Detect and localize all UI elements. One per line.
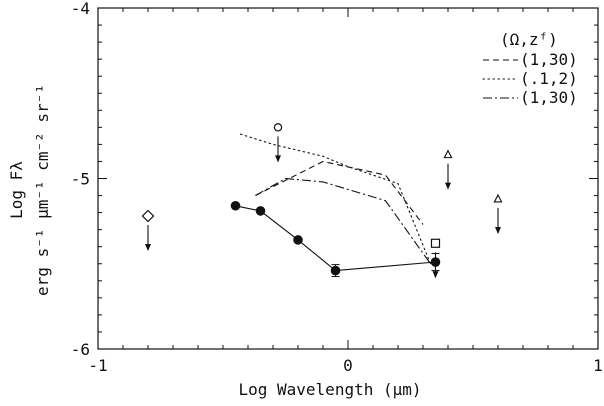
y-tick-label: -6: [71, 340, 90, 359]
triangle-marker: [493, 193, 503, 203]
triangle-marker: [443, 149, 453, 159]
upper-limit-triangle: [443, 149, 453, 190]
legend-title: (Ω,zᶠ): [500, 30, 558, 49]
y-axis-units: erg s⁻¹ μm⁻¹ cm⁻² sr⁻¹: [33, 84, 52, 296]
series-layer: [235, 133, 436, 272]
arrow-head: [432, 271, 439, 279]
arrow-head: [495, 226, 501, 234]
x-tick-label: -1: [88, 356, 107, 375]
axis-labels: Log Wavelength (μm) Log Fλ erg s⁻¹ μm⁻¹ …: [7, 84, 422, 399]
series-line-solid-markers: [235, 205, 436, 272]
series-line-dotted: [239, 133, 432, 265]
upper-limit-circle: [273, 123, 283, 163]
arrow-head: [145, 244, 151, 252]
diamond-marker: [141, 209, 155, 223]
circle-marker: [273, 123, 283, 132]
upper-limits-layer: [141, 123, 503, 279]
marker-layer: [230, 200, 441, 278]
legend-label: (1,30): [520, 50, 578, 69]
upper-limit-triangle: [493, 193, 503, 234]
series-line-dashdot: [255, 177, 431, 265]
upper-limit-diamond: [141, 209, 155, 252]
data-point: [255, 206, 266, 216]
data-point: [230, 200, 241, 211]
data-point: [330, 265, 341, 276]
legend-label: (.1,2): [520, 69, 578, 88]
square-marker: [430, 238, 441, 248]
data-point: [293, 235, 303, 245]
x-tick-label: 1: [593, 356, 603, 375]
plot-frame: -1 0 1 -6 -5 -4: [71, 0, 603, 375]
arrow-head: [275, 155, 281, 163]
upper-limit-square: [430, 238, 441, 279]
y-tick-label: -4: [71, 0, 90, 18]
legend-label: (1,30): [520, 88, 578, 107]
y-axis-label: Log Fλ: [7, 161, 26, 219]
series-line-dashed: [255, 160, 424, 225]
legend: (Ω,zᶠ) (1,30)(.1,2)(1,30): [482, 30, 578, 107]
arrow-head: [445, 182, 451, 190]
x-axis-label: Log Wavelength (μm): [238, 380, 421, 399]
x-tick-label: 0: [343, 356, 353, 375]
y-tick-label: -5: [71, 170, 90, 189]
